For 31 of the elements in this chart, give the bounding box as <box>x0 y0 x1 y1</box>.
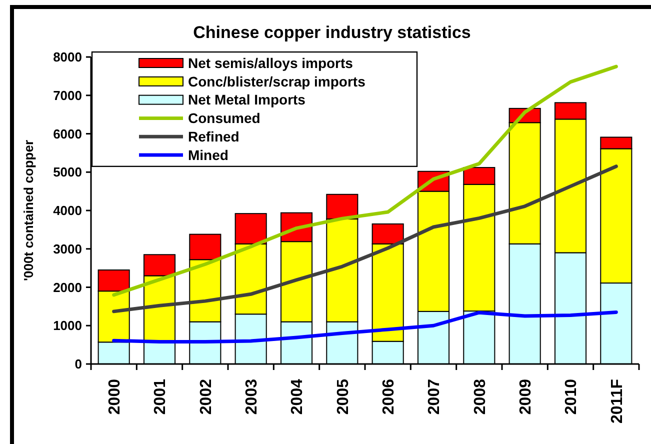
y-tick-label: 5000 <box>53 164 82 180</box>
y-tick-label: 6000 <box>53 126 82 142</box>
legend-label: Net Metal Imports <box>188 92 306 108</box>
y-tick-label: 0 <box>74 356 82 372</box>
x-tick-label: 2006 <box>380 378 398 415</box>
x-tick-label: 2010 <box>563 378 580 415</box>
y-tick-label: 3000 <box>53 241 82 256</box>
y-tick-label: 7000 <box>53 88 82 103</box>
legend-label: Net semis/alloys imports <box>188 54 354 71</box>
y-tick-label: 8000 <box>53 50 82 65</box>
legend-label: Consumed <box>188 110 260 126</box>
x-tick-label: 2003 <box>243 378 260 415</box>
y-tick-label: 2000 <box>53 280 82 295</box>
legend-label: Conc/blister/scrap imports <box>188 73 366 90</box>
x-tick-label: 2000 <box>106 378 124 415</box>
chart-title: Chinese copper industry statistics <box>193 23 471 42</box>
y-tick-label: 4000 <box>53 203 82 218</box>
x-tick-label: 2007 <box>426 378 444 415</box>
legend-label: Refined <box>188 128 240 144</box>
x-tick-label: 2009 <box>517 378 534 415</box>
y-tick-label: 1000 <box>53 318 82 334</box>
y-axis-title: '000t contained copper <box>21 140 36 282</box>
x-tick-label: 2005 <box>334 378 352 415</box>
x-tick-label: 2002 <box>198 378 215 415</box>
line-series <box>112 164 618 314</box>
x-tick-label: 2001 <box>152 378 170 415</box>
x-tick-label: 2004 <box>289 378 306 415</box>
x-tick-label: 2011F <box>608 378 626 424</box>
line-series <box>112 310 618 344</box>
x-tick-label: 2008 <box>472 378 489 415</box>
legend-label: Mined <box>188 146 228 163</box>
